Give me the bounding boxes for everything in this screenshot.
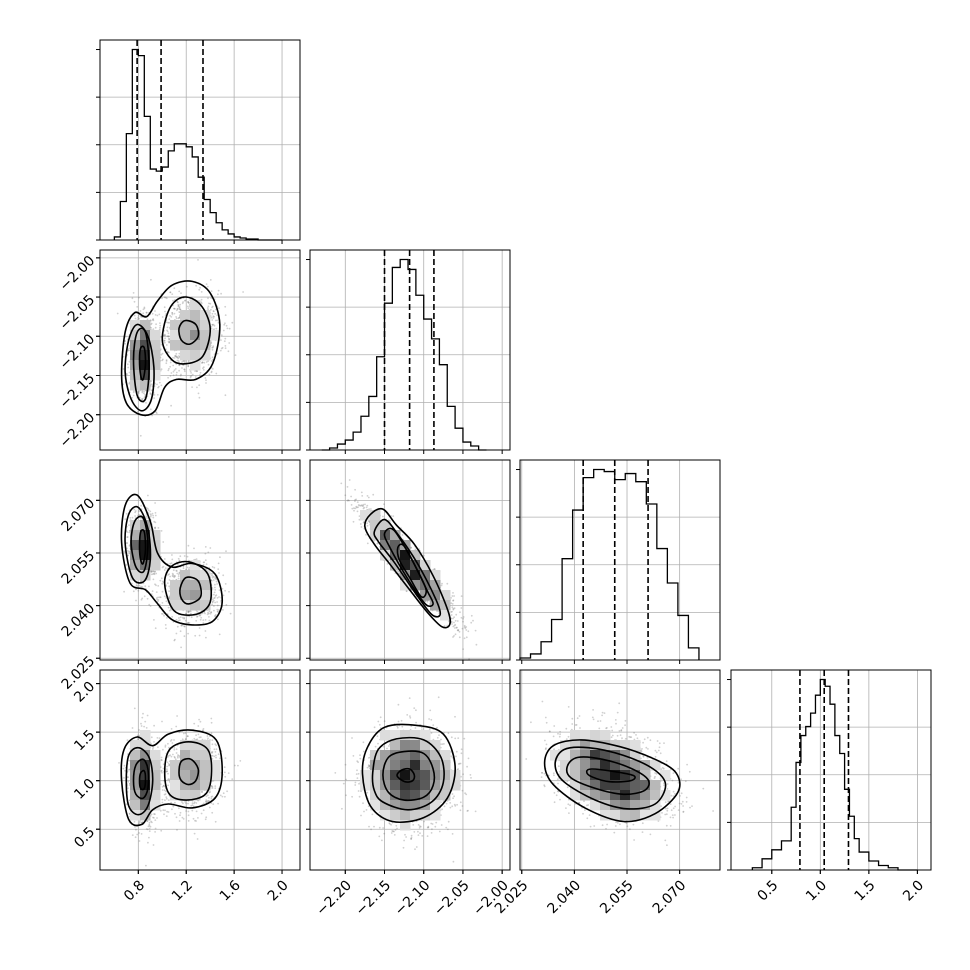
contour-level-2 — [163, 560, 213, 616]
hist-panel-0 — [96, 39, 301, 244]
x-tick-label: −2.20 — [313, 877, 355, 919]
contour-level-0 — [364, 507, 452, 629]
x-tick-label: 0.5 — [754, 877, 781, 904]
contour-level-5 — [138, 769, 147, 791]
contour-level-0 — [120, 493, 224, 626]
contour-level-3 — [396, 767, 416, 783]
x-tick-label: 2.0 — [900, 877, 927, 904]
hist-panel-3: 0.5 1.0 1.5 2.0 — [727, 669, 932, 905]
x-tick-label: −2.10 — [392, 877, 434, 919]
panel-frame — [99, 249, 301, 451]
contour-level-1 — [373, 518, 442, 618]
hist-series-0 — [113, 48, 283, 241]
x-tick-label: 2.040 — [544, 877, 584, 917]
x-tick-label: 1.5 — [852, 877, 879, 904]
contour-level-4 — [179, 576, 203, 605]
pair-panel-3-2: 2.025 2.040 2.055 2.070 — [492, 669, 721, 917]
y-tick-label: 1.5 — [71, 727, 98, 754]
contour-level-2 — [565, 756, 650, 796]
contour-level-0 — [361, 723, 456, 824]
panel-frame — [730, 669, 932, 871]
contour-level-1 — [125, 746, 154, 816]
hist-series-2 — [519, 468, 700, 660]
density-layer — [118, 707, 242, 867]
y-tick-label: −2.15 — [57, 370, 99, 412]
contour-level-0 — [120, 280, 221, 417]
y-tick-label: −2.10 — [57, 331, 99, 373]
contour-level-3 — [132, 758, 150, 800]
pair-panel-3-1: −2.20−2.15−2.10−2.05−2.00 — [306, 669, 512, 919]
density-layer — [116, 259, 245, 437]
contour-level-4 — [178, 757, 200, 786]
x-tick-label: 0.8 — [121, 877, 148, 904]
y-tick-label: 2.040 — [59, 601, 99, 641]
density-cells — [360, 730, 461, 831]
x-tick-label: 1.0 — [803, 877, 830, 904]
pair-panel-3-0: 0.51.01.52.00.8 1.2 1.6 2.0 — [71, 669, 301, 905]
contour-level-1 — [371, 736, 445, 811]
contour-level-2 — [382, 750, 436, 802]
hist-series-1 — [321, 258, 487, 451]
x-tick-label: 2.055 — [597, 877, 637, 917]
contour-level-3 — [132, 327, 150, 403]
x-tick-label: −2.05 — [431, 877, 473, 919]
panel-frame — [309, 669, 511, 871]
x-tick-label: 1.6 — [217, 877, 244, 904]
density-layer — [525, 700, 714, 847]
x-tick-label: −2.15 — [353, 877, 395, 919]
y-tick-label: −2.20 — [57, 410, 99, 452]
panel-frame — [519, 669, 721, 871]
contour-level-1 — [124, 505, 152, 584]
panel-frame — [99, 459, 301, 661]
contour-level-0 — [120, 729, 224, 827]
panel-frame — [309, 249, 511, 451]
contour-level-3 — [585, 768, 636, 783]
panel-frame — [99, 669, 301, 871]
panel-frame — [519, 459, 721, 661]
contour-level-5 — [138, 529, 147, 565]
y-tick-label: 0.5 — [71, 824, 98, 851]
contour-level-0 — [543, 739, 681, 823]
y-tick-label: 2.055 — [59, 548, 99, 588]
hist-series-3 — [751, 678, 918, 871]
contour-level-4 — [178, 319, 200, 346]
panel-frame — [309, 459, 511, 661]
contour-level-2 — [161, 296, 212, 365]
y-tick-label: 2.070 — [59, 495, 99, 535]
x-tick-label: 1.2 — [169, 877, 196, 904]
contour-level-1 — [554, 746, 667, 810]
density-layer — [120, 493, 232, 649]
density-layer — [334, 696, 477, 863]
x-tick-label: 2.070 — [650, 877, 690, 917]
density-cells — [130, 730, 221, 821]
contour-level-2 — [163, 740, 213, 801]
y-tick-label: 1.0 — [71, 776, 98, 803]
contour-level-1 — [124, 323, 155, 412]
density-layer — [340, 479, 482, 660]
pair-panel-1-0: −2.20−2.15−2.10−2.05−2.00 — [57, 249, 301, 454]
panel-frame — [99, 39, 301, 241]
contour-level-2 — [383, 527, 434, 608]
x-tick-label: 2.0 — [265, 877, 292, 904]
hist-panel-2 — [516, 459, 721, 664]
pair-panel-2-1 — [306, 459, 511, 664]
y-tick-label: −2.00 — [57, 253, 99, 295]
y-tick-label: −2.05 — [57, 292, 99, 334]
contour-level-3 — [130, 515, 149, 574]
contour-level-3 — [396, 543, 427, 599]
contour-level-5 — [138, 345, 147, 381]
hist-panel-1 — [306, 249, 511, 454]
